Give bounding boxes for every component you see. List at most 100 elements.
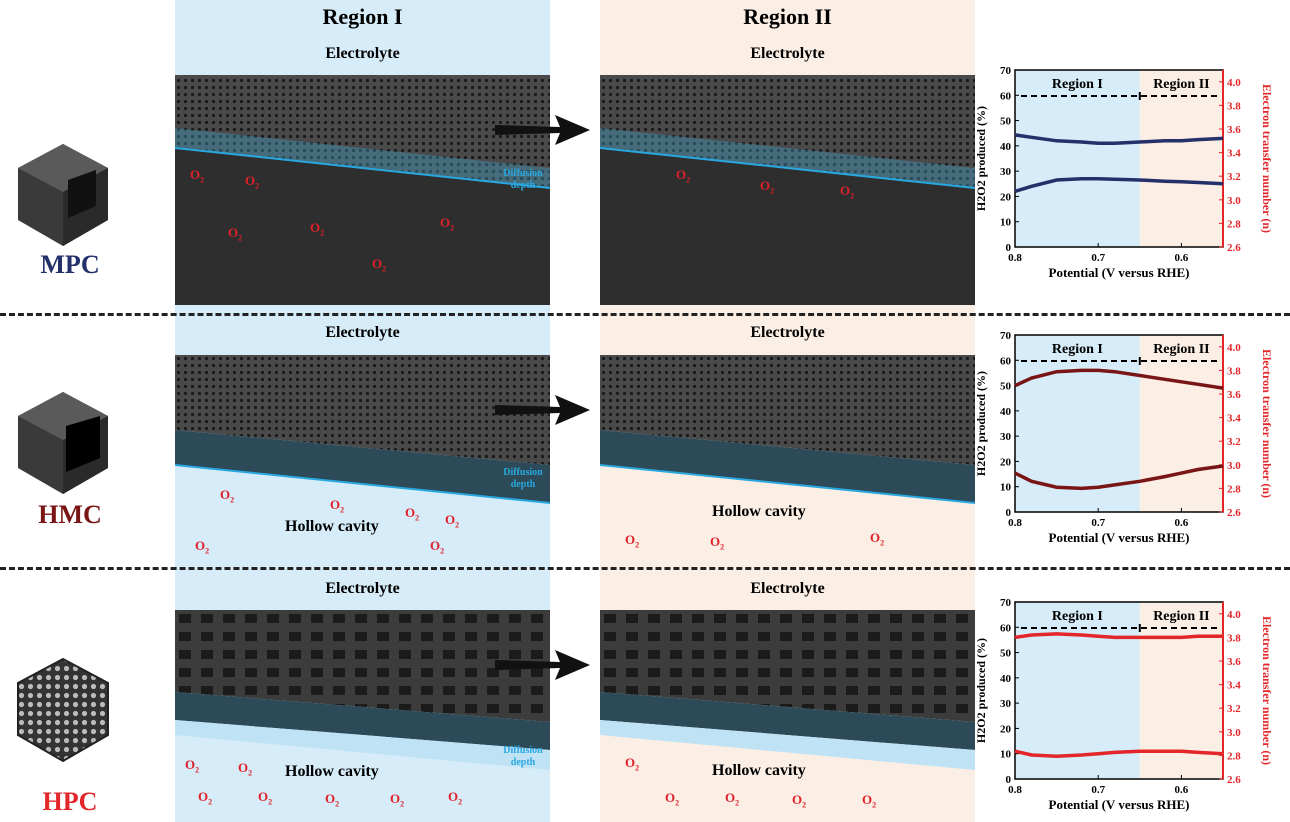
chart-hpc: Region I Region II 0 10 20 30 40 50 60 70 2.6 2.8 3.… — [974, 597, 1274, 812]
hpc-r1-electrolyte-label: Electrolyte — [325, 580, 400, 597]
chart-y2tick-label: 3.2 — [1227, 171, 1241, 183]
chart-ytick-label: 40 — [1000, 406, 1012, 418]
chart-y2tick-label: 4.0 — [1227, 609, 1241, 621]
chart-xtick-label: 0.7 — [1091, 517, 1105, 529]
chart-series-right — [1014, 464, 1224, 491]
chart-y2tick-label: 2.6 — [1227, 242, 1241, 254]
chart-ytick-label: 0 — [1006, 507, 1012, 519]
mpc-label: MPC — [40, 250, 100, 279]
chart-y2tick-label: 3.8 — [1227, 365, 1241, 377]
chart-region2-band — [1139, 335, 1223, 512]
mpc-r2-o2-a: O2 — [676, 167, 691, 185]
hmc-r2-o2-a: O2 — [625, 532, 640, 550]
hpc-r1-hollow-label: Hollow cavity — [285, 763, 379, 780]
chart-ytick-label: 70 — [1000, 597, 1012, 609]
chart-y2label: Electron transfer number (n) — [1260, 84, 1274, 233]
hpc-r1-diffusion-label: Diffusion depth — [503, 745, 543, 768]
chart-series-right — [1014, 632, 1223, 640]
hmc-r2-electrolyte-label: Electrolyte — [750, 324, 825, 341]
hmc-label: HMC — [38, 500, 102, 529]
chart-series-left — [1014, 176, 1224, 194]
chart-ytick-label: 70 — [1000, 330, 1012, 342]
chart-region1-band — [1015, 70, 1140, 247]
chart-y2tick-label: 2.8 — [1227, 750, 1241, 762]
mpc-r1-o2-c: O2 — [310, 220, 325, 238]
chart-y2tick-label: 3.8 — [1227, 100, 1241, 112]
hpc-r1-o2-b: O2 — [238, 760, 253, 778]
hmc-r1-scene — [175, 355, 550, 504]
chart-ytick-label: 40 — [1000, 141, 1012, 153]
mpc-r1-o2-e: O2 — [440, 215, 455, 233]
chart-region2-band — [1139, 70, 1223, 247]
chart-ytick-label: 10 — [1000, 749, 1012, 761]
chart-ytick-label: 30 — [1000, 698, 1012, 710]
hmc-r1-o2-c: O2 — [405, 505, 420, 523]
chart-ytick-label: 50 — [1000, 116, 1012, 128]
chart-y2tick-label: 3.4 — [1227, 413, 1241, 425]
chart-y2tick-label: 4.0 — [1227, 77, 1241, 89]
hpc-label: HPC — [42, 787, 98, 816]
hmc-particle-icon — [18, 392, 108, 494]
chart-ytick-label: 60 — [1000, 355, 1012, 367]
row-separator-1 — [0, 313, 1290, 316]
chart-series-left — [1014, 368, 1224, 390]
hmc-r1-o2-d: O2 — [445, 512, 460, 530]
hpc-r1-o2-c: O2 — [198, 789, 213, 807]
mpc-r1-diffusion-label: Diffusion depth — [503, 168, 543, 191]
region1-header: Region I — [322, 4, 403, 29]
chart-ytick-label: 40 — [1000, 673, 1012, 685]
hpc-r2-o2-c: O2 — [725, 790, 740, 808]
chart-ylabel: H2O2 produced (%) — [974, 638, 988, 743]
hpc-r2-o2-a: O2 — [625, 755, 640, 773]
chart-hmc: Region I Region II 0 10 20 30 40 50 60 70 2.6 2.8 3.… — [974, 330, 1274, 545]
chart-ytick-label: 20 — [1000, 723, 1012, 735]
chart-xtick-label: 0.6 — [1175, 517, 1189, 529]
hpc-r2-hollow-label: Hollow cavity — [712, 762, 806, 779]
chart-region1-band — [1015, 602, 1140, 779]
chart-region2-label: Region II — [1153, 609, 1209, 624]
hmc-r1-o2-a: O2 — [220, 487, 235, 505]
chart-ytick-label: 70 — [1000, 65, 1012, 77]
chart-y2tick-label: 3.2 — [1227, 436, 1241, 448]
chart-y2label: Electron transfer number (n) — [1260, 349, 1274, 498]
chart-ytick-label: 30 — [1000, 431, 1012, 443]
chart-y2tick-label: 3.0 — [1227, 195, 1241, 207]
chart-y2tick-label: 3.0 — [1227, 727, 1241, 739]
hmc-r2-o2-c: O2 — [870, 530, 885, 548]
hpc-particle-icon — [17, 657, 109, 763]
chart-mpc: Region I Region II 0 10 20 30 40 50 60 70 2.6 2.8 3.… — [974, 65, 1274, 280]
mpc-r2-electrolyte-label: Electrolyte — [750, 45, 825, 62]
hmc-r2-scene — [600, 355, 975, 504]
chart-y2tick-label: 3.4 — [1227, 680, 1241, 692]
hmc-r1-hollow-label: Hollow cavity — [285, 518, 379, 535]
mpc-r2-o2-b: O2 — [760, 178, 775, 196]
chart-xtick-label: 0.8 — [1008, 784, 1022, 796]
hpc-r1-o2-e: O2 — [325, 791, 340, 809]
chart-xtick-label: 0.6 — [1175, 784, 1189, 796]
mpc-particle-icon — [18, 144, 108, 246]
hpc-r1-o2-a: O2 — [185, 757, 200, 775]
chart-y2tick-label: 2.8 — [1227, 218, 1241, 230]
hmc-transition-arrow — [495, 395, 590, 425]
chart-xtick-label: 0.7 — [1091, 252, 1105, 264]
chart-xtick-label: 0.8 — [1008, 252, 1022, 264]
chart-y2tick-label: 3.6 — [1227, 656, 1241, 668]
chart-y2tick-label: 2.6 — [1227, 507, 1241, 519]
chart-ylabel: H2O2 produced (%) — [974, 371, 988, 476]
chart-ytick-label: 60 — [1000, 622, 1012, 634]
chart-xtick-label: 0.6 — [1175, 252, 1189, 264]
hpc-r2-electrolyte-label: Electrolyte — [750, 580, 825, 597]
chart-xlabel: Potential (V versus RHE) — [1049, 265, 1190, 280]
chart-ytick-label: 0 — [1006, 242, 1012, 254]
region2-header: Region II — [743, 4, 832, 29]
mpc-r1-o2-a: O2 — [190, 167, 205, 185]
hmc-r1-diffusion-label: Diffusion depth — [503, 467, 543, 490]
hmc-r2-o2-b: O2 — [710, 534, 725, 552]
mpc-r1-scene — [175, 75, 550, 305]
chart-series-right — [1014, 133, 1224, 145]
chart-region1-label: Region I — [1052, 77, 1103, 92]
hpc-r2-scene — [600, 610, 975, 770]
chart-region2-label: Region II — [1153, 342, 1209, 357]
chart-y2tick-label: 2.6 — [1227, 774, 1241, 786]
mpc-r1-o2-d: O2 — [228, 225, 243, 243]
